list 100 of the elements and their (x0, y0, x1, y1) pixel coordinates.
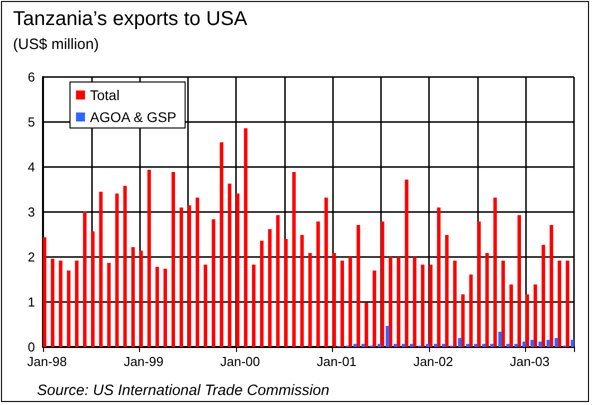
bar (426, 344, 430, 347)
y-tick-label: 6 (28, 70, 35, 84)
y-tick-label: 5 (28, 114, 35, 130)
bar (420, 264, 424, 347)
bar (228, 184, 232, 347)
bar (498, 332, 502, 347)
bar (493, 198, 497, 347)
bar (316, 221, 320, 347)
bar (236, 194, 240, 347)
bar (212, 219, 216, 347)
bar (332, 252, 336, 347)
bar (546, 340, 550, 347)
x-tick-label: Jan-01 (316, 354, 357, 369)
bar (410, 344, 414, 347)
bar (522, 342, 526, 347)
bar (308, 252, 312, 347)
bar (378, 344, 382, 347)
bar (477, 221, 481, 347)
bar (509, 284, 513, 347)
bar (252, 264, 256, 347)
bar (188, 205, 192, 347)
bar (386, 326, 390, 347)
x-tick-label: Jan-99 (124, 354, 164, 369)
bar (50, 258, 54, 347)
bar (550, 225, 554, 347)
bar (388, 257, 392, 347)
source-note: Source: US International Trade Commission (37, 382, 330, 399)
bar (43, 237, 46, 347)
bar (268, 229, 272, 347)
bar (292, 172, 296, 347)
bar (99, 192, 103, 347)
bar (530, 340, 534, 347)
bar (155, 266, 159, 347)
bar (284, 239, 288, 347)
bar (300, 234, 304, 347)
bar (164, 268, 168, 347)
bar (66, 270, 70, 347)
bar (437, 208, 441, 347)
bar (139, 250, 143, 347)
bar (244, 128, 248, 347)
bar (83, 212, 87, 347)
x-tick-label: Jan-00 (220, 354, 260, 369)
bar (196, 198, 200, 347)
legend-label: Total (90, 87, 120, 103)
bar (485, 252, 489, 347)
y-tick-label: 1 (28, 294, 35, 310)
bar (131, 247, 135, 347)
bar (260, 240, 264, 347)
bar (340, 260, 344, 347)
bar (429, 264, 433, 347)
bar (570, 340, 574, 347)
bar (538, 342, 542, 347)
bar (361, 344, 365, 347)
bar (566, 260, 570, 347)
y-tick-label: 4 (28, 160, 35, 174)
bar (75, 260, 79, 347)
bar (107, 262, 111, 347)
x-tick-label: Jan-02 (413, 354, 454, 369)
bar (58, 260, 62, 347)
bar (518, 215, 522, 347)
bar (324, 198, 328, 347)
chart-subtitle: (US$ million) (13, 36, 99, 53)
bar (482, 344, 486, 347)
bar (276, 215, 280, 347)
bar (115, 194, 119, 347)
bar (412, 257, 416, 347)
bar (558, 260, 562, 347)
bar (534, 284, 538, 347)
bar (220, 142, 224, 347)
bar (356, 225, 360, 347)
bar (466, 344, 470, 347)
bar (514, 344, 518, 347)
bar (554, 338, 558, 347)
bar (147, 170, 151, 347)
bar (396, 257, 400, 347)
bar (204, 264, 208, 347)
bar (442, 344, 446, 347)
bar (353, 344, 357, 347)
y-tick-label: 0 (28, 340, 35, 354)
bar (404, 180, 408, 347)
x-tick-label: Jan-03 (510, 354, 550, 369)
bar (506, 344, 510, 347)
bar (180, 208, 184, 347)
bar (458, 338, 462, 347)
bar (123, 186, 127, 347)
x-tick-label: Jan-98 (27, 354, 67, 369)
bar (474, 344, 478, 347)
bar (461, 294, 465, 347)
y-tick-label: 3 (28, 204, 35, 220)
bar (542, 244, 546, 347)
legend-label: AGOA & GSP (90, 109, 176, 125)
bar (501, 260, 505, 347)
y-tick-label: 2 (28, 250, 35, 264)
bar (91, 231, 95, 347)
bar (469, 274, 473, 347)
bar (348, 257, 352, 347)
bar (364, 302, 368, 347)
bar (490, 344, 494, 347)
bar (402, 344, 406, 347)
bar (394, 344, 398, 347)
